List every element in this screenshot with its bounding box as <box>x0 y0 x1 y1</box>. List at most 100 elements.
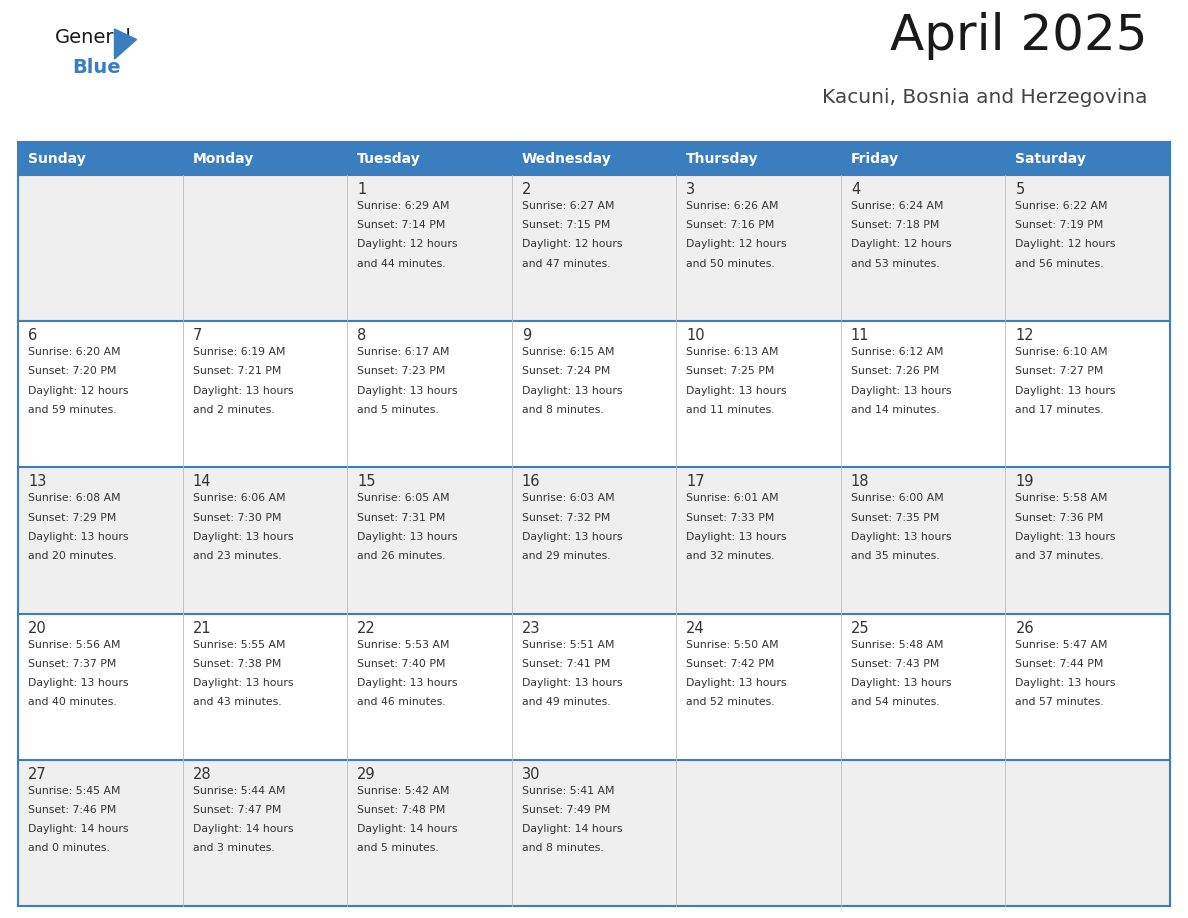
Text: Daylight: 14 hours: Daylight: 14 hours <box>522 824 623 834</box>
Text: Daylight: 12 hours: Daylight: 12 hours <box>522 240 623 250</box>
Bar <box>512 760 676 906</box>
Text: and 56 minutes.: and 56 minutes. <box>1016 259 1104 269</box>
Text: 30: 30 <box>522 767 541 782</box>
Text: Sunrise: 6:29 AM: Sunrise: 6:29 AM <box>358 201 449 211</box>
Text: 16: 16 <box>522 475 541 489</box>
Text: Sunrise: 5:48 AM: Sunrise: 5:48 AM <box>851 640 943 650</box>
Text: Sunset: 7:36 PM: Sunset: 7:36 PM <box>1016 512 1104 522</box>
Text: Sunset: 7:19 PM: Sunset: 7:19 PM <box>1016 220 1104 230</box>
Text: Sunrise: 6:06 AM: Sunrise: 6:06 AM <box>192 493 285 503</box>
Bar <box>676 321 841 467</box>
Text: Sunset: 7:35 PM: Sunset: 7:35 PM <box>851 512 940 522</box>
Bar <box>347 760 512 906</box>
Bar <box>347 142 512 175</box>
Text: Daylight: 14 hours: Daylight: 14 hours <box>192 824 293 834</box>
Text: General: General <box>55 28 132 47</box>
Text: Sunset: 7:14 PM: Sunset: 7:14 PM <box>358 220 446 230</box>
Text: 29: 29 <box>358 767 375 782</box>
Text: Daylight: 12 hours: Daylight: 12 hours <box>1016 240 1116 250</box>
Text: 26: 26 <box>1016 621 1034 635</box>
Bar <box>841 142 1005 175</box>
Text: 14: 14 <box>192 475 211 489</box>
Text: and 47 minutes.: and 47 minutes. <box>522 259 611 269</box>
Text: Daylight: 14 hours: Daylight: 14 hours <box>358 824 457 834</box>
Text: Daylight: 13 hours: Daylight: 13 hours <box>358 532 457 542</box>
Bar <box>841 175 1005 321</box>
Bar <box>18 467 183 613</box>
Text: Sunset: 7:49 PM: Sunset: 7:49 PM <box>522 805 611 815</box>
Text: Blue: Blue <box>72 58 121 77</box>
Text: Sunset: 7:20 PM: Sunset: 7:20 PM <box>29 366 116 376</box>
Text: Sunrise: 5:51 AM: Sunrise: 5:51 AM <box>522 640 614 650</box>
Text: 19: 19 <box>1016 475 1034 489</box>
Text: Friday: Friday <box>851 151 899 165</box>
Text: Sunset: 7:25 PM: Sunset: 7:25 PM <box>687 366 775 376</box>
Text: Daylight: 13 hours: Daylight: 13 hours <box>358 386 457 396</box>
Text: Sunset: 7:42 PM: Sunset: 7:42 PM <box>687 659 775 669</box>
Text: and 59 minutes.: and 59 minutes. <box>29 405 116 415</box>
Bar <box>1005 467 1170 613</box>
Bar <box>347 613 512 760</box>
Text: and 2 minutes.: and 2 minutes. <box>192 405 274 415</box>
Text: and 32 minutes.: and 32 minutes. <box>687 551 775 561</box>
Text: 18: 18 <box>851 475 870 489</box>
Bar <box>676 175 841 321</box>
Text: Sunrise: 6:22 AM: Sunrise: 6:22 AM <box>1016 201 1108 211</box>
Text: Sunrise: 6:15 AM: Sunrise: 6:15 AM <box>522 347 614 357</box>
Bar <box>183 760 347 906</box>
Text: Sunrise: 6:26 AM: Sunrise: 6:26 AM <box>687 201 779 211</box>
Bar <box>18 321 183 467</box>
Bar <box>183 175 347 321</box>
Text: Daylight: 12 hours: Daylight: 12 hours <box>851 240 952 250</box>
Text: 7: 7 <box>192 329 202 343</box>
Text: Daylight: 13 hours: Daylight: 13 hours <box>522 532 623 542</box>
Bar <box>841 467 1005 613</box>
Text: 2: 2 <box>522 182 531 197</box>
Text: Sunset: 7:31 PM: Sunset: 7:31 PM <box>358 512 446 522</box>
Text: Sunset: 7:38 PM: Sunset: 7:38 PM <box>192 659 280 669</box>
Text: and 44 minutes.: and 44 minutes. <box>358 259 446 269</box>
Text: Thursday: Thursday <box>687 151 759 165</box>
Bar <box>183 613 347 760</box>
Text: and 54 minutes.: and 54 minutes. <box>851 697 940 707</box>
Text: Sunrise: 5:45 AM: Sunrise: 5:45 AM <box>29 786 120 796</box>
Bar <box>841 321 1005 467</box>
Text: Sunday: Sunday <box>29 151 86 165</box>
Text: Sunrise: 5:55 AM: Sunrise: 5:55 AM <box>192 640 285 650</box>
Text: and 40 minutes.: and 40 minutes. <box>29 697 116 707</box>
Text: Daylight: 13 hours: Daylight: 13 hours <box>687 678 786 688</box>
Text: Sunrise: 6:24 AM: Sunrise: 6:24 AM <box>851 201 943 211</box>
Text: and 35 minutes.: and 35 minutes. <box>851 551 940 561</box>
Text: Sunset: 7:33 PM: Sunset: 7:33 PM <box>687 512 775 522</box>
Text: Sunset: 7:30 PM: Sunset: 7:30 PM <box>192 512 282 522</box>
Text: 17: 17 <box>687 475 704 489</box>
Text: Sunset: 7:21 PM: Sunset: 7:21 PM <box>192 366 280 376</box>
Text: Sunrise: 5:58 AM: Sunrise: 5:58 AM <box>1016 493 1108 503</box>
Bar <box>18 142 183 175</box>
Text: 15: 15 <box>358 475 375 489</box>
Text: Sunset: 7:26 PM: Sunset: 7:26 PM <box>851 366 940 376</box>
Text: Kacuni, Bosnia and Herzegovina: Kacuni, Bosnia and Herzegovina <box>822 88 1148 107</box>
Text: and 8 minutes.: and 8 minutes. <box>522 844 604 854</box>
Text: Daylight: 13 hours: Daylight: 13 hours <box>192 678 293 688</box>
Bar <box>1005 142 1170 175</box>
Text: Sunset: 7:43 PM: Sunset: 7:43 PM <box>851 659 940 669</box>
Text: Daylight: 12 hours: Daylight: 12 hours <box>29 386 128 396</box>
Polygon shape <box>114 29 137 59</box>
Bar <box>676 467 841 613</box>
Text: 23: 23 <box>522 621 541 635</box>
Text: April 2025: April 2025 <box>891 12 1148 60</box>
Text: Sunrise: 6:03 AM: Sunrise: 6:03 AM <box>522 493 614 503</box>
Text: Sunrise: 5:53 AM: Sunrise: 5:53 AM <box>358 640 449 650</box>
Text: Daylight: 13 hours: Daylight: 13 hours <box>192 386 293 396</box>
Text: and 8 minutes.: and 8 minutes. <box>522 405 604 415</box>
Text: and 53 minutes.: and 53 minutes. <box>851 259 940 269</box>
Text: Daylight: 13 hours: Daylight: 13 hours <box>29 532 128 542</box>
Text: 12: 12 <box>1016 329 1034 343</box>
Text: Daylight: 12 hours: Daylight: 12 hours <box>687 240 786 250</box>
Bar <box>676 142 841 175</box>
Bar <box>841 613 1005 760</box>
Bar <box>183 142 347 175</box>
Text: Sunrise: 5:50 AM: Sunrise: 5:50 AM <box>687 640 779 650</box>
Text: Tuesday: Tuesday <box>358 151 421 165</box>
